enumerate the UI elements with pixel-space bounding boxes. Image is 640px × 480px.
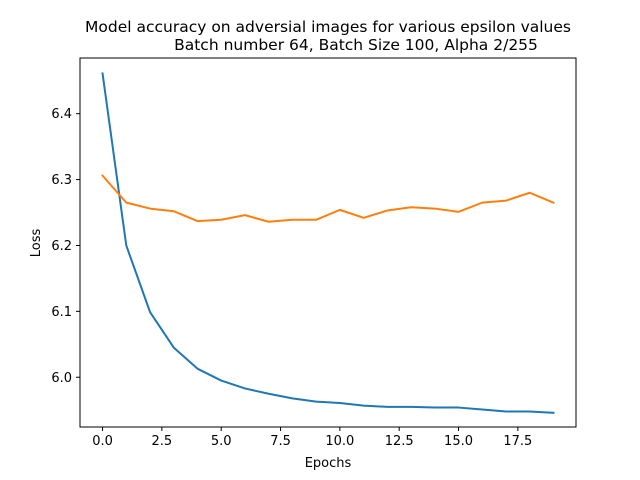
x-tick-label: 15.0 [444, 434, 473, 449]
chart-title-line2: Batch number 64, Batch Size 100, Alpha 2… [174, 36, 538, 54]
x-axis: 0.0 2.5 5.0 7.5 10.0 12.5 15.0 17.5 [92, 427, 532, 449]
y-tick-label: 6.4 [51, 107, 72, 122]
x-tick-label: 5.0 [211, 434, 232, 449]
series-layer [101, 72, 555, 414]
y-tick-label: 6.0 [51, 371, 72, 386]
y-axis-label: Loss [29, 229, 44, 258]
x-tick-label: 2.5 [152, 434, 173, 449]
x-tick-label: 10.0 [325, 434, 354, 449]
series-line-2 [101, 174, 555, 223]
y-tick-label: 6.3 [51, 173, 72, 188]
x-tick-label: 12.5 [385, 434, 414, 449]
x-tick-label: 0.0 [92, 434, 113, 449]
x-tick-label: 7.5 [270, 434, 291, 449]
y-tick-label: 6.2 [51, 239, 72, 254]
x-tick-label: 17.5 [503, 434, 532, 449]
plot-frame [79, 57, 577, 428]
x-axis-label: Epochs [305, 456, 352, 471]
y-axis: 6.0 6.1 6.2 6.3 6.4 [51, 107, 80, 386]
series-line-1 [101, 72, 555, 414]
chart-title-line1: Model accuracy on adversial images for v… [85, 18, 571, 36]
y-tick-label: 6.1 [51, 305, 72, 320]
